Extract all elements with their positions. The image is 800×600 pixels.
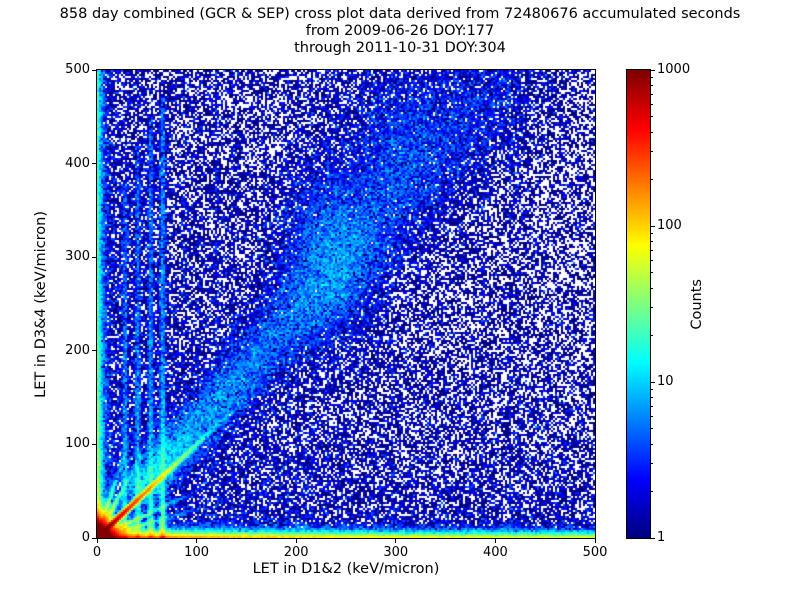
x-tick-label: 400 (482, 545, 508, 560)
colorbar-minor-tick-mark (651, 428, 653, 430)
y-tick-label: 400 (65, 155, 90, 171)
title-line-3: through 2011-10-31 DOY:304 (294, 40, 506, 56)
colorbar-minor-tick-mark (651, 396, 653, 398)
y-tick-mark (92, 256, 96, 258)
y-tick-label: 100 (65, 436, 90, 452)
colorbar-minor-tick-mark (651, 463, 653, 465)
y-axis-label-text: LET in D3&4 (keV/micron) (33, 210, 49, 398)
colorbar-label-text: Counts (689, 278, 705, 330)
colorbar-minor-tick-mark (651, 490, 653, 492)
x-axis-label: LET in D1&2 (keV/micron) (252, 561, 440, 577)
x-tick-label: 0 (92, 545, 102, 560)
heatmap-canvas (97, 70, 595, 538)
colorbar-tick-label: 100 (657, 218, 682, 233)
colorbar-minor-tick-mark (651, 443, 653, 445)
colorbar-minor-tick-mark (651, 131, 653, 133)
colorbar-minor-tick-mark (651, 287, 653, 289)
title-line-1: 858 day combined (GCR & SEP) cross plot … (59, 6, 741, 22)
colorbar-minor-tick-mark (651, 93, 653, 95)
y-tick-mark (92, 69, 96, 71)
colorbar-minor-tick-mark (651, 249, 653, 251)
colorbar-minor-tick-mark (651, 151, 653, 153)
colorbar-minor-tick-mark (651, 416, 653, 418)
colorbar-minor-tick-mark (651, 334, 653, 336)
colorbar-tick-mark (651, 69, 655, 71)
x-tick-mark (196, 539, 198, 543)
y-tick-label: 0 (81, 530, 90, 545)
colorbar-tick-mark (651, 537, 655, 539)
title-line-2: from 2009-06-26 DOY:177 (305, 23, 495, 39)
colorbar-minor-tick-mark (651, 232, 653, 234)
colorbar-tick-label: 10 (657, 374, 674, 389)
colorbar-tick-mark (651, 225, 655, 227)
colorbar-gradient (627, 70, 650, 538)
y-tick-mark (92, 350, 96, 352)
x-tick-mark (594, 539, 596, 543)
y-axis-label: LET in D3&4 (keV/micron) (30, 70, 52, 538)
colorbar-minor-tick-mark (651, 240, 653, 242)
colorbar-minor-tick-mark (651, 116, 653, 118)
colorbar-minor-tick-mark (651, 178, 653, 180)
y-tick-mark (92, 443, 96, 445)
x-tick-mark (295, 539, 297, 543)
colorbar-minor-tick-mark (651, 84, 653, 86)
y-tick-label: 200 (65, 342, 90, 358)
colorbar-minor-tick-mark (651, 76, 653, 78)
colorbar-minor-tick-mark (651, 260, 653, 262)
colorbar-minor-tick-mark (651, 272, 653, 274)
x-tick-mark (395, 539, 397, 543)
x-tick-mark (494, 539, 496, 543)
y-tick-label: 300 (65, 249, 90, 265)
colorbar-minor-tick-mark (651, 388, 653, 390)
colorbar-minor-tick-mark (651, 307, 653, 309)
x-tick-label: 200 (283, 545, 309, 560)
colorbar-minor-tick-mark (651, 104, 653, 106)
x-tick-mark (96, 539, 98, 543)
colorbar-minor-tick-mark (651, 405, 653, 407)
colorbar-tick-label: 1000 (657, 62, 691, 77)
y-tick-label: 500 (65, 62, 90, 77)
y-tick-mark (92, 537, 96, 539)
x-tick-label: 300 (383, 545, 409, 560)
colorbar-tick-label: 1 (657, 530, 666, 545)
x-tick-label: 500 (582, 545, 608, 560)
colorbar-tick-mark (651, 381, 655, 383)
colorbar-label: Counts (686, 70, 708, 538)
y-tick-mark (92, 163, 96, 165)
x-tick-label: 100 (184, 545, 209, 560)
